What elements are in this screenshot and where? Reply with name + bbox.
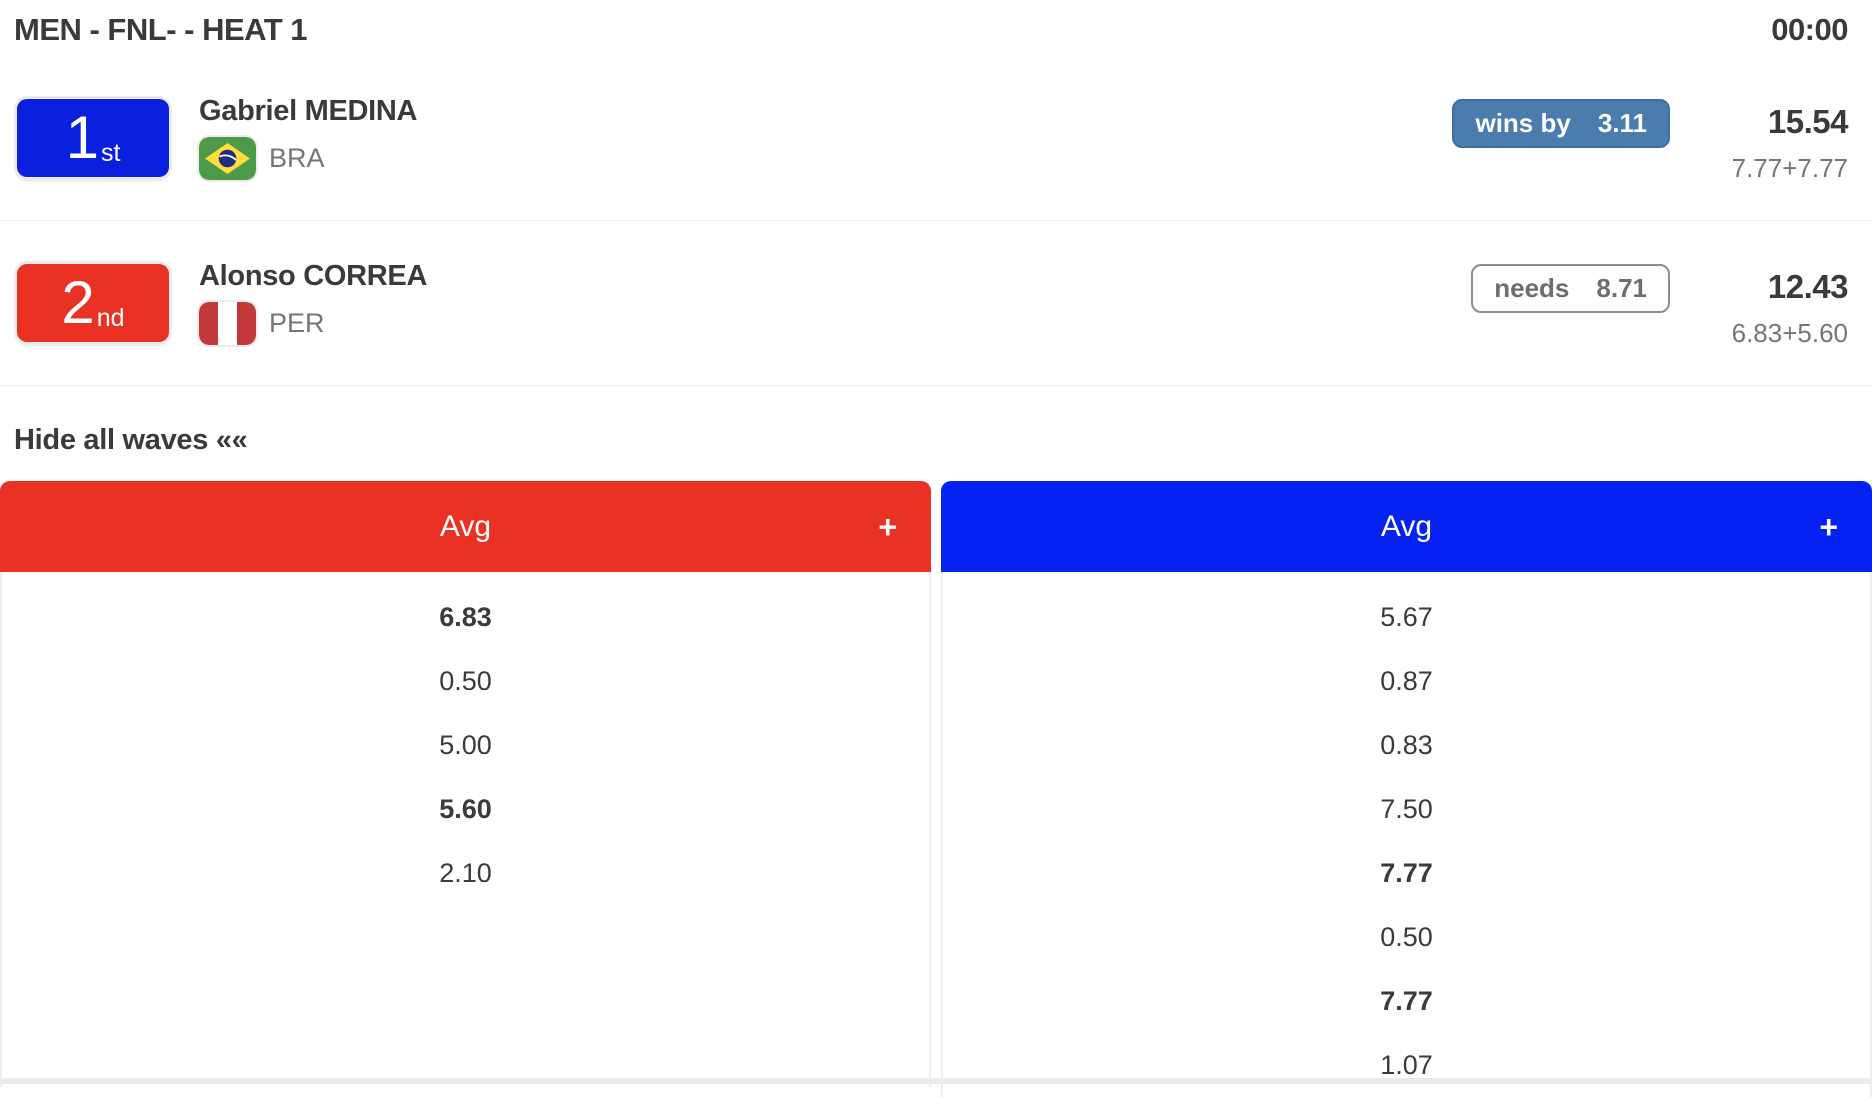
wave-list: 6.83 0.50 5.00 5.60 2.10: [0, 572, 931, 1087]
athlete-info: Gabriel MEDINA BRA: [199, 94, 418, 181]
total-score: 15.54: [1767, 103, 1849, 140]
wave-score-row: 7.77: [1380, 985, 1433, 1016]
athlete-name: Gabriel MEDINA: [199, 94, 418, 127]
status-badge-label: needs: [1494, 273, 1570, 303]
hide-all-waves-toggle[interactable]: Hide all waves ««: [14, 424, 248, 456]
wave-score-row: 7.77: [1380, 857, 1433, 888]
wave-score-row: 7.50: [1380, 793, 1433, 824]
totals: 12.43 6.83+5.60: [1728, 260, 1849, 348]
status-badge-value: 8.71: [1596, 273, 1647, 303]
score-breakdown: 6.83+5.60: [1731, 318, 1848, 348]
column-header-label: Avg: [1380, 509, 1433, 543]
wave-column: Avg + 5.67 0.87 0.83 7.50 7.77 0.50 7.77 1.07: [941, 481, 1872, 1097]
wave-columns: Avg + 6.83 0.50 5.00 5.60 2.10 Avg + 5.67 0.8…: [0, 481, 1872, 1097]
top-bar: MEN - FNL- - HEAT 1 00:00: [0, 0, 1872, 56]
wave-score-row: 5.60: [439, 793, 492, 824]
flag-line: BRA: [199, 137, 417, 181]
plus-icon[interactable]: +: [878, 508, 897, 545]
brazil-flag-icon: [199, 137, 256, 181]
wave-score-row: 1.07: [1380, 1049, 1433, 1080]
status-badge: needs 8.71: [1471, 264, 1670, 313]
wave-list: 5.67 0.87 0.83 7.50 7.77 0.50 7.77 1.07: [941, 572, 1872, 1097]
wave-score-row: 0.50: [1380, 921, 1433, 952]
heat-timer: 00:00: [1771, 12, 1848, 47]
athlete-info: Alonso CORREA PER: [199, 259, 428, 346]
country-code: PER: [269, 308, 325, 339]
wave-score-row: 2.10: [439, 857, 492, 888]
wave-score-row: 0.83: [1380, 729, 1433, 760]
athlete-row: 2 nd Alonso CORREA PER needs 8.71 12.43 …: [0, 221, 1872, 386]
status-badge: wins by 3.11: [1452, 99, 1670, 148]
wave-score-row: 0.50: [439, 665, 492, 696]
horizontal-scrollbar[interactable]: [0, 1078, 1872, 1084]
wave-column-header[interactable]: Avg +: [0, 481, 931, 572]
score-breakdown: 7.77+7.77: [1731, 153, 1848, 183]
rank-suffix: st: [100, 139, 121, 167]
total-score: 12.43: [1767, 268, 1849, 305]
plus-icon[interactable]: +: [1819, 508, 1838, 545]
rank-number: 1: [65, 104, 99, 171]
flag-line: PER: [199, 302, 427, 346]
athlete-name: Alonso CORREA: [199, 259, 428, 292]
wave-score-row: 5.00: [439, 729, 492, 760]
score-area: needs 8.71 12.43 6.83+5.60: [1471, 260, 1849, 348]
wave-score-row: 0.87: [1380, 665, 1433, 696]
wave-score-row: 6.83: [439, 601, 492, 632]
rank-suffix: nd: [96, 304, 125, 332]
rank-badge: 2 nd: [17, 264, 169, 342]
status-badge-value: 3.11: [1597, 108, 1647, 138]
column-header-label: Avg: [439, 509, 492, 543]
country-code: BRA: [269, 143, 325, 174]
rank-badge: 1 st: [17, 99, 169, 177]
status-badge-label: wins by: [1475, 108, 1571, 138]
heat-title: MEN - FNL- - HEAT 1: [14, 12, 308, 47]
athlete-row: 1 st Gabriel MEDINA BRA wins by 3.11 15.…: [0, 56, 1872, 221]
wave-column: Avg + 6.83 0.50 5.00 5.60 2.10: [0, 481, 931, 1087]
wave-column-header[interactable]: Avg +: [941, 481, 1872, 572]
totals: 15.54 7.77+7.77: [1728, 95, 1849, 183]
rank-number: 2: [61, 269, 95, 336]
peru-flag-icon: [199, 302, 256, 346]
wave-score-row: 5.67: [1380, 601, 1433, 632]
score-area: wins by 3.11 15.54 7.77+7.77: [1452, 95, 1849, 183]
